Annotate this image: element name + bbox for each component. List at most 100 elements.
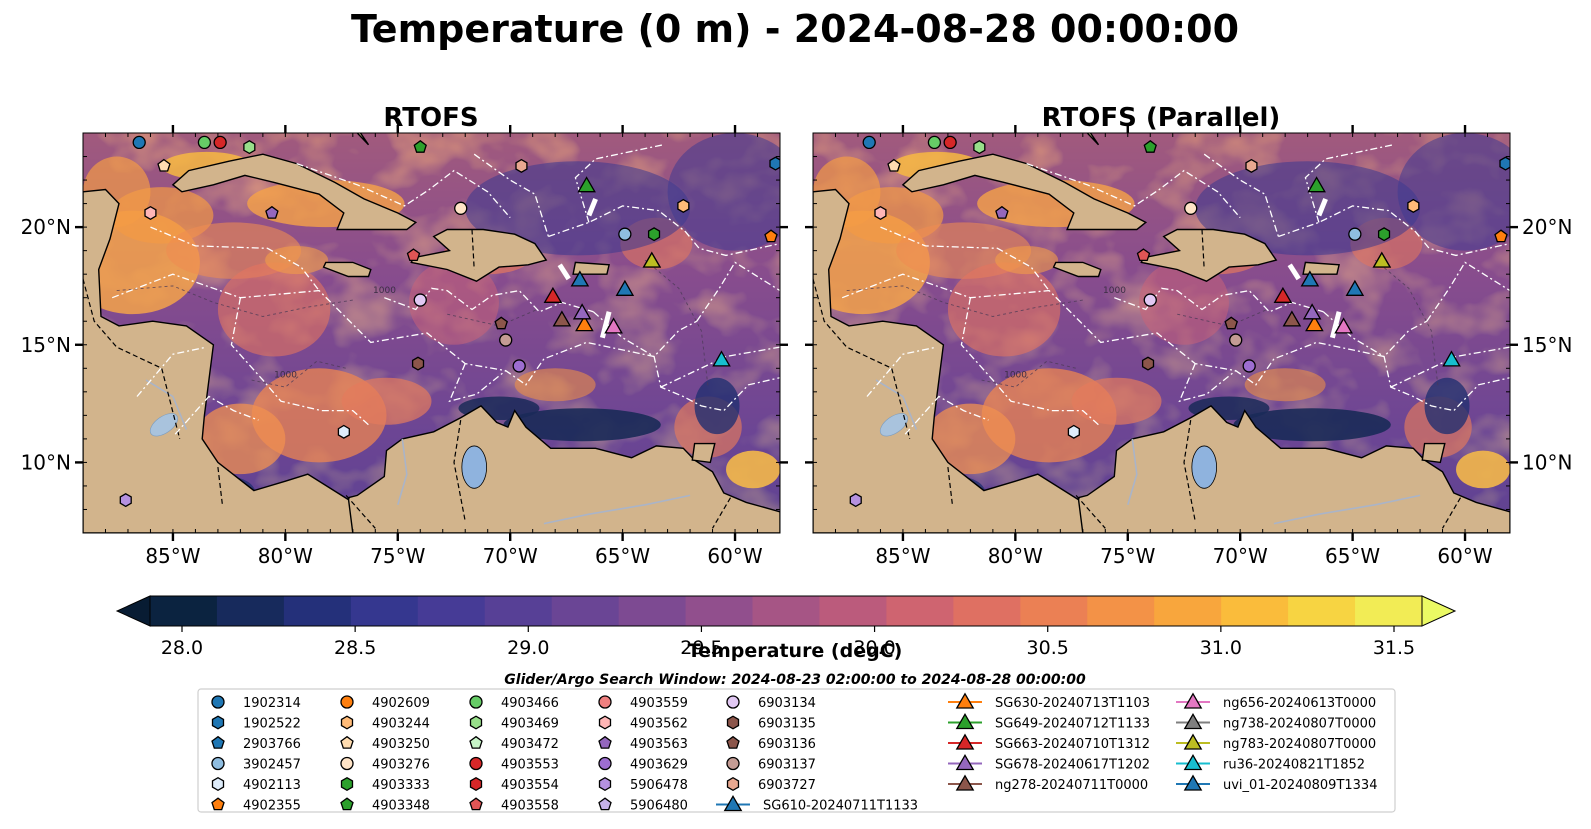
legend-argo-marker xyxy=(469,756,483,771)
country-border xyxy=(1183,420,1196,522)
legend-argo-label: 4903563 xyxy=(630,737,688,752)
glider-marker xyxy=(1334,317,1353,334)
glider-marker xyxy=(615,279,635,296)
colorbar-extend-high xyxy=(1421,595,1457,627)
land-southam xyxy=(1077,405,1510,533)
glider-marker xyxy=(1273,286,1293,303)
glider-marker xyxy=(712,350,731,367)
legend-glider-label: SG678-20240617T1202 xyxy=(995,758,1150,773)
glider-marker xyxy=(1442,350,1461,367)
legend-argo-marker xyxy=(598,695,612,709)
legend-argo-marker xyxy=(598,715,612,730)
legend-glider-label: ng656-20240613T0000 xyxy=(1223,696,1376,711)
argo-float-marker xyxy=(647,227,661,242)
eez-boundary xyxy=(1322,311,1510,412)
lon-tick-label: 80°W xyxy=(258,544,313,568)
argo-float-marker xyxy=(1229,333,1243,347)
argo-float-marker xyxy=(515,158,528,173)
argo-float-marker xyxy=(499,333,513,347)
temperature-patch xyxy=(503,408,661,442)
eez-boundary xyxy=(296,162,511,219)
lat-tick-label: 15°N xyxy=(1522,333,1572,357)
land-bahamas xyxy=(1086,133,1100,146)
lon-tick-label: 65°W xyxy=(1325,544,1380,568)
temperature-patch xyxy=(1456,450,1510,489)
land-trinidad xyxy=(691,442,716,464)
map-content: 1000 1000 xyxy=(83,58,780,533)
river xyxy=(1127,438,1138,506)
legend-argo-label: 4903333 xyxy=(372,778,430,793)
glider-marker xyxy=(572,303,592,320)
temperature-patch xyxy=(1424,377,1470,435)
land-florida xyxy=(229,58,285,121)
legend-argo-marker xyxy=(340,797,354,811)
legend-argo-marker xyxy=(726,735,740,749)
land-hispaniola xyxy=(1140,228,1278,282)
glider-marker xyxy=(543,286,563,303)
argo-float-marker xyxy=(213,135,227,150)
panel-title-right: RTOFS (Parallel) xyxy=(1042,103,1281,133)
legend-glider-marker xyxy=(1183,713,1203,730)
map-content: 1000 1000 xyxy=(813,133,1510,533)
colorbar-tick-label: 29.0 xyxy=(507,637,549,659)
country-border xyxy=(1075,495,1106,529)
colorbar-segment xyxy=(484,596,553,626)
map-panel-rtofs: 1000 1000 85°W 80°W 75°W 70°W 65°W 60°W 20°N 15°N… xyxy=(21,58,788,568)
glider-track xyxy=(1287,263,1301,281)
legend-argo-marker xyxy=(598,756,612,771)
glider-track xyxy=(599,311,612,339)
temperature-patch xyxy=(217,262,331,357)
temperature-patch xyxy=(947,262,1061,357)
argo-float-marker xyxy=(618,227,632,241)
glider-marker xyxy=(552,310,572,327)
temperature-patch xyxy=(1244,368,1326,402)
temperature-patch xyxy=(1071,377,1162,425)
argo-float-marker xyxy=(764,229,778,243)
eez-boundary xyxy=(230,297,369,426)
legend-argo-marker xyxy=(340,735,354,749)
legend-argo-marker xyxy=(469,776,483,792)
argo-float-marker xyxy=(413,293,427,307)
lon-tick-label: 75°W xyxy=(370,544,425,568)
lat-tick-label: 10°N xyxy=(21,450,71,474)
argo-float-marker xyxy=(119,493,132,508)
eez-boundary xyxy=(1390,346,1510,388)
eez-boundary xyxy=(448,363,507,403)
search-window-caption: Glider/Argo Search Window: 2024-08-23 02… xyxy=(504,672,1086,688)
eez-boundary xyxy=(592,311,780,412)
legend-argo-label: 4903250 xyxy=(372,737,430,752)
colorbar-segment xyxy=(1355,596,1423,626)
colorbar-tick-label: 29.5 xyxy=(680,637,722,659)
temperature-patch xyxy=(341,377,432,425)
eez-boundary xyxy=(473,153,550,237)
legend-argo-label: 4902113 xyxy=(243,778,301,793)
glider-marker xyxy=(1305,315,1324,332)
legend: 1902314 1902522 2903766 3902457 4902113 49023… xyxy=(197,688,1396,814)
river xyxy=(145,379,188,430)
colorbar-tick-label: 31.0 xyxy=(1200,637,1242,659)
legend-glider-label: ng278-20240711T0000 xyxy=(995,778,1148,793)
legend-argo-marker xyxy=(598,735,612,749)
glider-marker xyxy=(1300,270,1320,287)
land-cuba xyxy=(901,153,1148,231)
lon-tick-label: 85°W xyxy=(145,544,200,568)
figure-title: Temperature (0 m) - 2024-08-28 00:00:00 xyxy=(351,7,1239,51)
glider-track xyxy=(586,197,598,217)
legend-argo-label: 2903766 xyxy=(243,737,301,752)
argo-float-marker xyxy=(862,135,876,150)
legend-glider-marker xyxy=(723,795,743,812)
lon-tick-label: 70°W xyxy=(483,544,538,568)
country-border xyxy=(947,467,953,505)
land-hispaniola xyxy=(410,228,548,282)
legend-argo-label: 6903135 xyxy=(758,717,816,732)
colorbar-segment xyxy=(1154,596,1222,626)
glider-marker xyxy=(1345,279,1365,296)
argo-float-marker xyxy=(265,205,279,219)
eez-boundary xyxy=(150,226,320,291)
legend-glider-label: ng738-20240807T0000 xyxy=(1223,717,1376,732)
legend-glider-label: ng783-20240807T0000 xyxy=(1223,737,1376,752)
legend-argo-label: 4903276 xyxy=(372,758,430,773)
country-border xyxy=(471,229,475,270)
isobath-label: 1000 xyxy=(1103,286,1126,296)
eez-boundary xyxy=(960,297,1099,426)
